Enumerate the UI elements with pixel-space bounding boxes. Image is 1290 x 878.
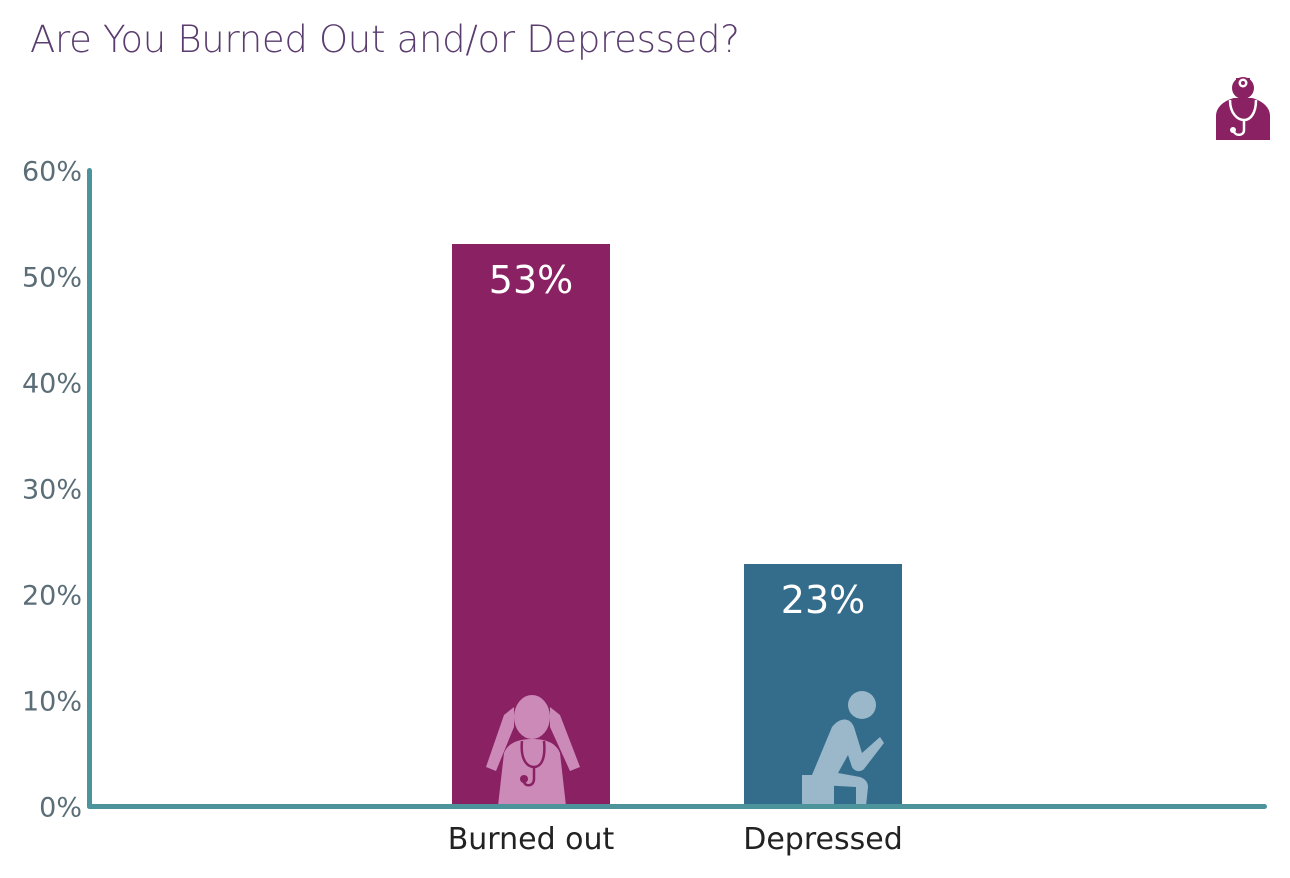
y-tick-label: 40% — [21, 368, 82, 400]
bar-value-label: 53% — [488, 258, 574, 302]
x-tick-label: Depressed — [743, 822, 903, 857]
x-tick-label: Burned out — [447, 822, 615, 857]
y-tick-label: 60% — [21, 156, 82, 188]
sad-sitting-person-icon — [802, 691, 884, 806]
chart-title: Are You Burned Out and/or Depressed? — [30, 18, 740, 61]
y-tick-label: 10% — [21, 686, 82, 718]
x-axis — [87, 804, 1267, 809]
bar-depressed: 23% — [744, 564, 902, 806]
bar-burned-out: 53% — [452, 244, 610, 806]
stressed-doctor-icon — [486, 695, 580, 806]
y-tick-label: 50% — [21, 262, 82, 294]
y-tick-label: 0% — [39, 792, 82, 824]
y-axis — [87, 168, 92, 809]
y-tick-label: 20% — [21, 580, 82, 612]
y-tick-label: 30% — [21, 474, 82, 506]
doctor-stethoscope-icon — [1216, 77, 1270, 140]
bar-value-label: 23% — [780, 578, 866, 622]
